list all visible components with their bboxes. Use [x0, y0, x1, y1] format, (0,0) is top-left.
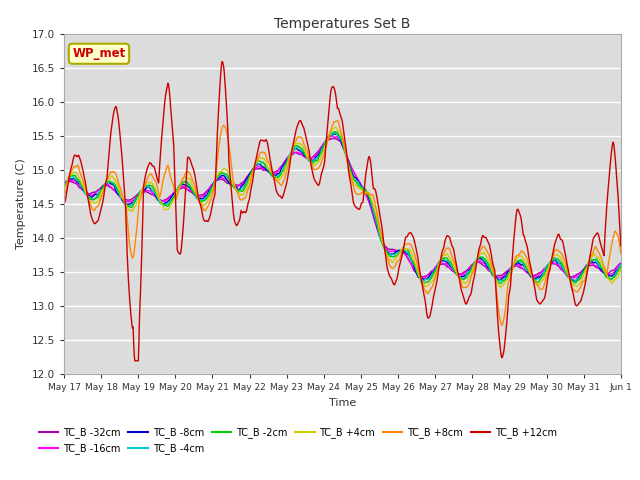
- TC_B -4cm: [163, 201, 171, 207]
- Text: WP_met: WP_met: [72, 47, 125, 60]
- TC_B +8cm: [498, 323, 506, 328]
- Line: TC_B -16cm: TC_B -16cm: [64, 136, 621, 279]
- TC_B -8cm: [388, 251, 396, 257]
- TC_B -8cm: [617, 262, 625, 267]
- TC_B -16cm: [60, 180, 68, 186]
- TC_B +12cm: [87, 211, 95, 217]
- TC_B +4cm: [87, 199, 95, 205]
- TC_B +4cm: [388, 260, 396, 265]
- TC_B +4cm: [332, 124, 339, 130]
- Line: TC_B -32cm: TC_B -32cm: [64, 138, 621, 277]
- TC_B -2cm: [617, 264, 625, 270]
- TC_B +12cm: [60, 201, 68, 206]
- TC_B +8cm: [599, 260, 607, 266]
- TC_B -2cm: [388, 254, 396, 260]
- TC_B -2cm: [291, 143, 299, 149]
- TC_B +8cm: [163, 163, 171, 168]
- TC_B -32cm: [163, 196, 171, 202]
- TC_B +4cm: [617, 266, 625, 272]
- TC_B +12cm: [590, 234, 598, 240]
- TC_B -4cm: [419, 279, 427, 285]
- TC_B +8cm: [333, 118, 341, 123]
- TC_B +12cm: [599, 249, 607, 254]
- TC_B -32cm: [590, 263, 598, 269]
- TC_B -8cm: [599, 269, 607, 275]
- Title: Temperatures Set B: Temperatures Set B: [274, 17, 411, 31]
- TC_B +12cm: [131, 358, 139, 364]
- TC_B -4cm: [330, 130, 338, 135]
- TC_B -4cm: [87, 195, 95, 201]
- Line: TC_B -2cm: TC_B -2cm: [64, 132, 621, 284]
- TC_B -2cm: [331, 129, 339, 134]
- TC_B -8cm: [291, 146, 299, 152]
- Line: TC_B +12cm: TC_B +12cm: [64, 61, 621, 361]
- Line: TC_B +4cm: TC_B +4cm: [64, 127, 621, 288]
- TC_B +8cm: [87, 203, 95, 208]
- TC_B +4cm: [60, 184, 68, 190]
- Line: TC_B -4cm: TC_B -4cm: [64, 132, 621, 282]
- TC_B -32cm: [599, 269, 607, 275]
- TC_B +12cm: [292, 127, 300, 132]
- TC_B -4cm: [617, 262, 625, 267]
- X-axis label: Time: Time: [329, 398, 356, 408]
- TC_B -8cm: [163, 199, 171, 205]
- TC_B -4cm: [388, 252, 396, 257]
- TC_B +8cm: [617, 251, 625, 256]
- TC_B -2cm: [599, 266, 607, 272]
- TC_B +4cm: [599, 263, 607, 269]
- TC_B -32cm: [568, 274, 575, 280]
- TC_B +4cm: [497, 285, 504, 290]
- TC_B -16cm: [617, 261, 625, 267]
- TC_B +12cm: [218, 59, 226, 64]
- TC_B +4cm: [590, 252, 598, 257]
- TC_B -4cm: [291, 146, 299, 152]
- TC_B +8cm: [291, 139, 299, 145]
- TC_B -16cm: [163, 197, 171, 203]
- Line: TC_B -8cm: TC_B -8cm: [64, 134, 621, 281]
- TC_B -32cm: [388, 246, 396, 252]
- TC_B -4cm: [599, 267, 607, 273]
- TC_B -2cm: [60, 184, 68, 190]
- TC_B -32cm: [617, 261, 625, 266]
- TC_B +12cm: [389, 280, 397, 286]
- TC_B +4cm: [163, 206, 171, 212]
- Y-axis label: Temperature (C): Temperature (C): [16, 158, 26, 250]
- TC_B +8cm: [388, 265, 396, 271]
- TC_B +8cm: [590, 247, 598, 252]
- TC_B -16cm: [590, 262, 598, 268]
- TC_B +4cm: [291, 141, 299, 147]
- TC_B -32cm: [87, 191, 95, 196]
- TC_B -16cm: [420, 276, 428, 282]
- TC_B -2cm: [163, 204, 171, 209]
- TC_B -2cm: [419, 281, 427, 287]
- TC_B -2cm: [87, 197, 95, 203]
- TC_B -8cm: [572, 278, 579, 284]
- TC_B -8cm: [590, 260, 598, 265]
- TC_B -16cm: [291, 150, 299, 156]
- TC_B +12cm: [617, 243, 625, 249]
- TC_B -8cm: [87, 194, 95, 200]
- Legend: TC_B -32cm, TC_B -16cm, TC_B -8cm, TC_B -4cm, TC_B -2cm, TC_B +4cm, TC_B +8cm, T: TC_B -32cm, TC_B -16cm, TC_B -8cm, TC_B …: [35, 423, 561, 458]
- Line: TC_B +8cm: TC_B +8cm: [64, 120, 621, 325]
- TC_B -2cm: [590, 257, 598, 263]
- TC_B -16cm: [599, 269, 607, 275]
- TC_B -8cm: [60, 181, 68, 187]
- TC_B -32cm: [60, 180, 68, 186]
- TC_B -32cm: [330, 135, 338, 141]
- TC_B -8cm: [330, 131, 338, 137]
- TC_B -4cm: [60, 180, 68, 186]
- TC_B -4cm: [590, 257, 598, 263]
- TC_B +8cm: [60, 190, 68, 196]
- TC_B -16cm: [388, 248, 396, 254]
- TC_B -16cm: [87, 192, 95, 198]
- TC_B -32cm: [291, 150, 299, 156]
- TC_B +12cm: [164, 80, 172, 86]
- TC_B -16cm: [329, 133, 337, 139]
